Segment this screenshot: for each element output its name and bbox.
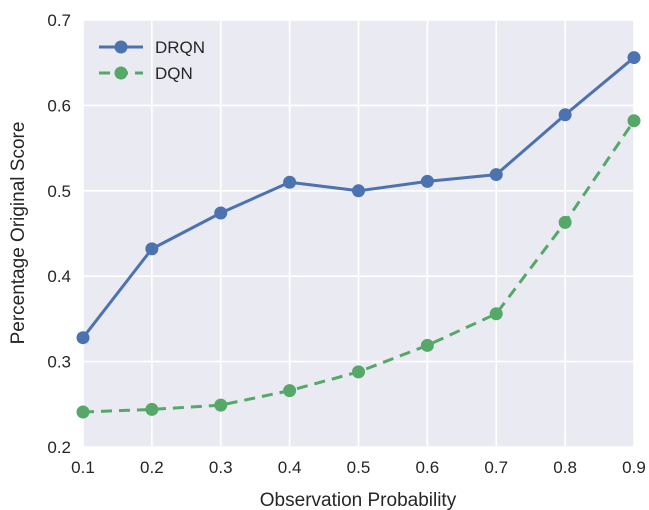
- data-point-dqn: [145, 402, 159, 416]
- legend-label: DRQN: [155, 38, 205, 57]
- x-tick-label: 0.1: [71, 458, 95, 477]
- y-tick-label: 0.7: [47, 11, 71, 30]
- x-tick-label: 0.3: [209, 458, 233, 477]
- data-point-dqn: [283, 384, 297, 398]
- x-axis-label: Observation Probability: [260, 490, 457, 510]
- y-tick-label: 0.2: [47, 438, 71, 457]
- y-axis-ticks: 0.2 0.3 0.4 0.5 0.6 0.7: [47, 11, 71, 457]
- data-point-drqn: [76, 331, 90, 345]
- data-point-drqn: [420, 174, 434, 188]
- x-tick-label: 0.9: [622, 458, 646, 477]
- y-tick-label: 0.4: [47, 267, 71, 286]
- data-point-dqn: [627, 114, 641, 128]
- data-point-drqn: [214, 206, 228, 220]
- data-point-drqn: [489, 168, 503, 182]
- series-layer: [76, 51, 641, 419]
- data-point-dqn: [420, 338, 434, 352]
- x-tick-label: 0.2: [140, 458, 164, 477]
- data-point-drqn: [558, 108, 572, 122]
- series-dqn: [76, 114, 641, 419]
- series-drqn: [76, 51, 641, 345]
- x-tick-label: 0.4: [278, 458, 302, 477]
- data-point-drqn: [627, 51, 641, 65]
- data-point-drqn: [283, 175, 297, 189]
- data-point-drqn: [352, 184, 365, 198]
- data-point-dqn: [214, 398, 228, 412]
- data-point-dqn: [489, 307, 503, 321]
- x-tick-label: 0.5: [347, 458, 371, 477]
- legend-entry-dqn: DQN: [99, 64, 193, 83]
- y-tick-label: 0.5: [47, 182, 71, 201]
- data-point-dqn: [558, 215, 572, 229]
- legend-entry-drqn: DRQN: [99, 38, 205, 57]
- data-point-dqn: [352, 365, 365, 379]
- x-tick-label: 0.8: [553, 458, 577, 477]
- grid-lines: [82, 19, 635, 448]
- y-tick-label: 0.6: [47, 96, 71, 115]
- legend-label: DQN: [155, 64, 193, 83]
- legend: DRQN DQN: [99, 38, 205, 83]
- data-point-dqn: [76, 405, 90, 419]
- x-axis-ticks: 0.1 0.2 0.3 0.4 0.5 0.6 0.7 0.8 0.9: [71, 458, 646, 477]
- x-tick-label: 0.6: [416, 458, 440, 477]
- x-tick-label: 0.7: [484, 458, 508, 477]
- data-point-drqn: [145, 242, 159, 256]
- legend-marker: [114, 66, 128, 80]
- y-axis-label: Percentage Original Score: [8, 122, 29, 345]
- legend-marker: [114, 40, 128, 54]
- y-tick-label: 0.3: [47, 353, 71, 372]
